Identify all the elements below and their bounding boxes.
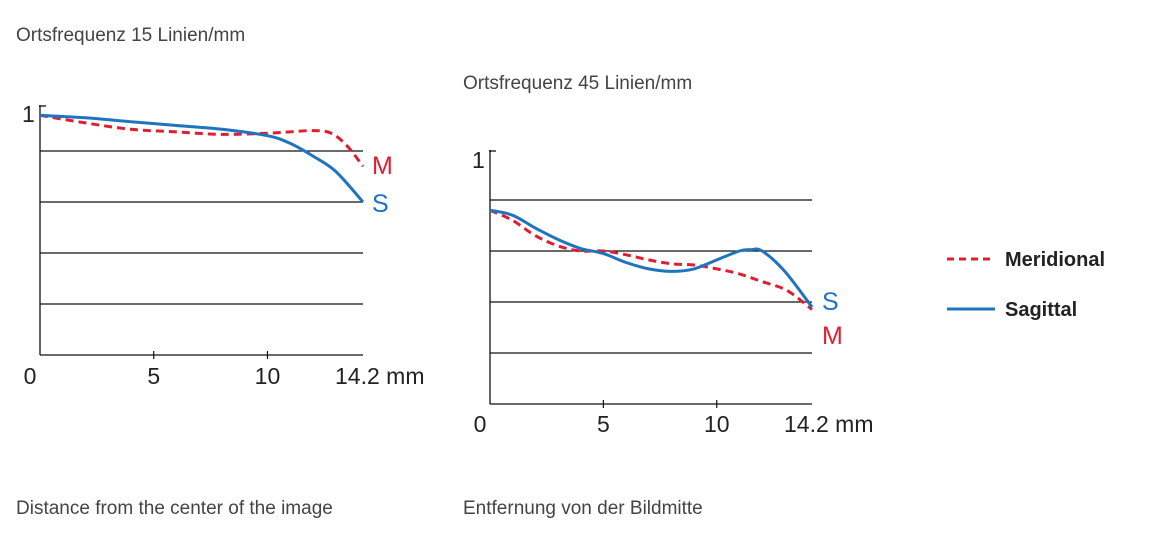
x-tick-label: 0 bbox=[24, 363, 37, 389]
x-tick-label: 14.2 mm bbox=[784, 411, 873, 437]
x-tick-label: 14.2 mm bbox=[335, 363, 424, 389]
curve-label-m: M bbox=[372, 152, 393, 180]
chart-legend: Meridional Sagittal bbox=[947, 249, 1105, 321]
curve-label-s: S bbox=[822, 288, 839, 316]
sagittal-curve bbox=[489, 208, 814, 309]
x-tick-label: 5 bbox=[597, 411, 610, 437]
legend-sagittal-label: Sagittal bbox=[1005, 299, 1077, 321]
bottom-left-caption: Distance from the center of the image bbox=[16, 498, 333, 519]
y-tick-label: 1 bbox=[472, 147, 485, 173]
bottom-right-caption: Entfernung von der Bildmitte bbox=[463, 498, 703, 519]
x-tick-label: 0 bbox=[474, 411, 487, 437]
curve-label-m: M bbox=[822, 322, 843, 350]
legend-meridional-label: Meridional bbox=[1005, 249, 1105, 271]
x-tick-label: 5 bbox=[147, 363, 160, 389]
meridional-curve bbox=[39, 113, 365, 168]
chart1-title: Ortsfrequenz 15 Linien/mm bbox=[16, 25, 246, 46]
x-tick-label: 10 bbox=[704, 411, 730, 437]
y-tick-label: 1 bbox=[22, 101, 35, 127]
meridional-curve bbox=[489, 208, 813, 311]
chart2-title: Ortsfrequenz 45 Linien/mm bbox=[463, 73, 693, 94]
x-tick-label: 10 bbox=[255, 363, 281, 389]
sagittal-curve bbox=[39, 113, 365, 203]
curve-label-s: S bbox=[372, 190, 389, 218]
